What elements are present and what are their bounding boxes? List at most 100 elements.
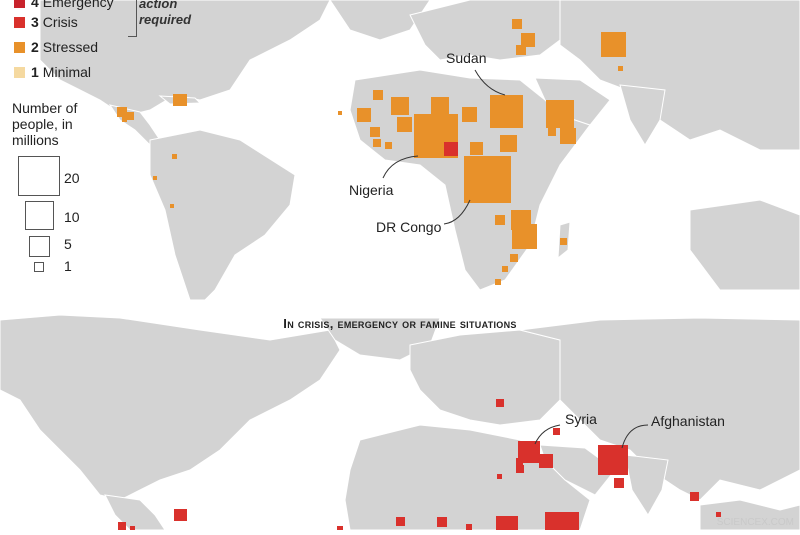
- legend-size-label-10: 10: [64, 209, 80, 225]
- legend-swatch-emergency: [14, 0, 25, 8]
- legend-size-box-10: [25, 201, 54, 230]
- top-map-squares: [117, 19, 626, 285]
- bottom-callout-lines: [534, 424, 649, 449]
- square-b-turkey: [553, 428, 560, 435]
- square-b-egypt: [497, 474, 502, 479]
- land-asia: [559, 0, 800, 151]
- square-b-haiti: [174, 509, 187, 521]
- square-madagascar: [560, 238, 567, 245]
- square-peru: [170, 204, 174, 208]
- top-callout-lines: [382, 69, 506, 225]
- square-senegal: [357, 108, 371, 122]
- square-capeverde: [338, 111, 342, 115]
- legend-level: 2: [31, 39, 39, 55]
- square-b-senegal: [396, 517, 405, 526]
- square-b-mauritania: [337, 526, 343, 530]
- square-colombia: [172, 154, 177, 159]
- square-b-yemen: [545, 512, 579, 530]
- square-niger: [431, 97, 449, 115]
- square-b-iraq: [539, 454, 553, 468]
- land-india-b: [624, 454, 669, 516]
- square-southafrica1: [502, 266, 508, 272]
- square-ecuador: [153, 176, 157, 180]
- square-b-sudan: [496, 516, 518, 530]
- square-honduras: [126, 112, 134, 120]
- square-liberia: [385, 142, 392, 149]
- square-pakistan: [618, 66, 623, 71]
- square-b-chad: [466, 524, 472, 530]
- land-india: [619, 84, 666, 146]
- bottom-map-squares: [118, 399, 721, 530]
- square-drc: [464, 156, 511, 203]
- legend-item-minimal: 1 Minimal: [14, 64, 91, 80]
- legend-size-box-1: [34, 262, 44, 272]
- legend-swatch-stressed: [14, 41, 25, 53]
- land-north-america-b: [0, 314, 341, 501]
- legend-label: Minimal: [42, 64, 92, 80]
- square-b-syria: [518, 441, 540, 463]
- section-title: In crisis, emergency or famine situation…: [283, 316, 517, 331]
- callout-nigeria: Nigeria: [349, 182, 394, 198]
- land-greenland: [329, 0, 431, 41]
- legend-item-crisis: 3 Crisis: [14, 14, 78, 30]
- square-iraq: [516, 45, 526, 55]
- square-ethiopia: [548, 128, 556, 136]
- legend-bracket: [128, 0, 137, 37]
- square-guinea: [370, 127, 380, 137]
- square-yemen: [546, 100, 574, 128]
- credit: SCIENCEX.COM: [716, 517, 794, 528]
- callout-drc: DR Congo: [376, 219, 442, 235]
- land-central-america-b: [104, 494, 166, 531]
- square-b-palestine: [516, 465, 524, 473]
- callout-afghanistan: Afghanistan: [651, 413, 725, 429]
- legend-size-label-20: 20: [64, 170, 80, 186]
- legend: 4 Emergency 3 Crisis 2 Stressed 1 Minima…: [0, 0, 240, 290]
- square-southsudan: [500, 135, 517, 152]
- square-haiti: [173, 94, 187, 106]
- legend-swatch-crisis: [14, 16, 25, 28]
- square-turkey-syria: [521, 33, 535, 47]
- square-car: [470, 142, 483, 155]
- square-b-myanmar: [716, 512, 721, 517]
- legend-size-label-1: 1: [64, 258, 72, 274]
- bottom-map-land: [0, 314, 800, 531]
- legend-level: 3: [31, 14, 39, 30]
- square-b-lebanon: [516, 458, 523, 465]
- square-b-guatemala: [118, 522, 126, 530]
- square-afghanistan: [601, 32, 626, 57]
- legend-label: Stressed: [42, 39, 99, 55]
- legend-size-box-20: [18, 156, 60, 196]
- square-mauritania: [373, 90, 383, 100]
- square-ukraine: [512, 19, 522, 29]
- square-burundi: [495, 215, 505, 225]
- square-sudan: [490, 95, 523, 128]
- square-burkina: [397, 117, 412, 132]
- legend-level: 4: [31, 0, 39, 10]
- square-guatemala: [117, 107, 127, 117]
- legend-level: 1: [31, 64, 39, 80]
- land-australia: [689, 199, 800, 291]
- legend-label: Emergency: [42, 0, 114, 10]
- legend-action-label: action required: [139, 0, 192, 27]
- callout-syria: Syria: [565, 411, 597, 427]
- square-mozambique: [512, 224, 537, 249]
- square-elsalvador: [122, 117, 127, 122]
- square-b-mali: [437, 517, 447, 527]
- square-b-bangladesh: [690, 492, 699, 501]
- land-north-america: [39, 0, 331, 116]
- square-b-pakistan: [614, 478, 624, 488]
- legend-label: Crisis: [42, 14, 78, 30]
- square-b-afghanistan: [598, 445, 628, 475]
- square-mali: [391, 97, 409, 115]
- legend-size-label-5: 5: [64, 236, 72, 252]
- square-zimbabwe: [510, 254, 518, 262]
- square-sierraleone: [373, 139, 381, 147]
- square-malawi: [516, 243, 522, 249]
- leader-drc: [443, 199, 471, 225]
- legend-item-emergency: 4 Emergency: [14, 0, 114, 10]
- land-south-america: [149, 129, 296, 301]
- square-southafrica2: [495, 279, 501, 285]
- square-cameroon: [444, 142, 458, 156]
